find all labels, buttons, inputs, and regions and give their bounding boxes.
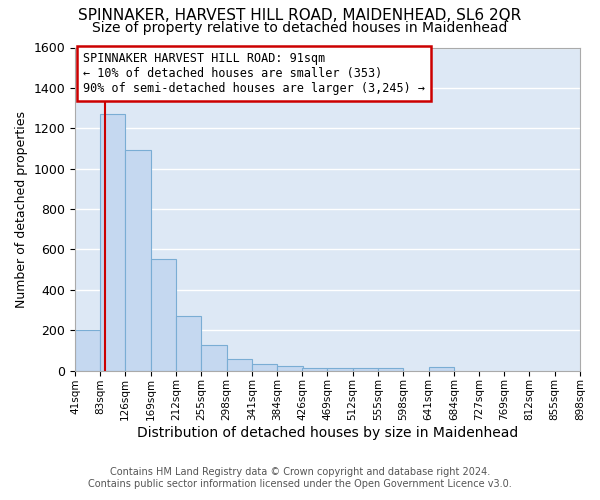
Bar <box>252 364 277 370</box>
Bar <box>327 368 353 370</box>
Bar <box>75 330 100 370</box>
Bar <box>428 366 454 370</box>
Text: Contains HM Land Registry data © Crown copyright and database right 2024.
Contai: Contains HM Land Registry data © Crown c… <box>88 468 512 489</box>
Bar <box>100 114 125 370</box>
Text: SPINNAKER HARVEST HILL ROAD: 91sqm
← 10% of detached houses are smaller (353)
90: SPINNAKER HARVEST HILL ROAD: 91sqm ← 10%… <box>83 52 425 96</box>
Bar <box>151 258 176 370</box>
Bar <box>277 366 302 370</box>
Text: Size of property relative to detached houses in Maidenhead: Size of property relative to detached ho… <box>92 21 508 35</box>
Bar <box>302 368 327 370</box>
Text: SPINNAKER, HARVEST HILL ROAD, MAIDENHEAD, SL6 2QR: SPINNAKER, HARVEST HILL ROAD, MAIDENHEAD… <box>79 8 521 22</box>
Bar <box>353 368 378 370</box>
Y-axis label: Number of detached properties: Number of detached properties <box>15 110 28 308</box>
Bar <box>378 368 403 370</box>
Bar <box>201 346 227 370</box>
Bar <box>125 150 151 370</box>
Bar <box>176 316 201 370</box>
Bar <box>227 358 252 370</box>
X-axis label: Distribution of detached houses by size in Maidenhead: Distribution of detached houses by size … <box>137 426 518 440</box>
